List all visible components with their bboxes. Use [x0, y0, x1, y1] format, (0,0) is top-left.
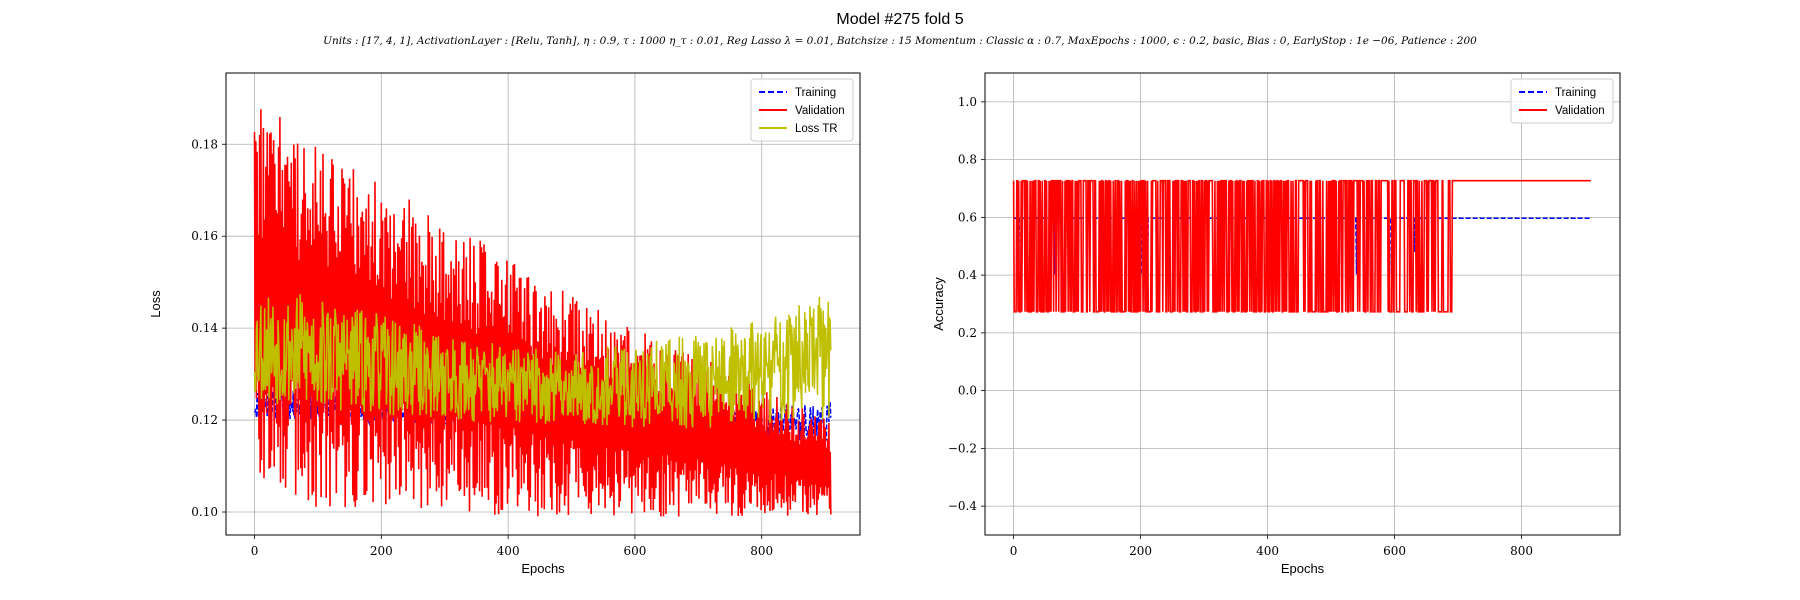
- x-tick-label: 600: [623, 544, 646, 558]
- plot-frame: [984, 72, 1621, 536]
- x-tick-label: 400: [497, 544, 520, 558]
- accuracy-chart: 0 200 400 600 800 −0.4 −0.2 0.0 0.2 0.4 0.6 0.8 1.0 E…: [931, 72, 1621, 576]
- x-tick-label: 200: [1129, 544, 1152, 558]
- x-tick-label: 200: [370, 544, 393, 558]
- x-tick-label: 0: [251, 544, 259, 558]
- legend-label: Training: [1555, 87, 1596, 99]
- figure-subtitle: Units : [17, 4, 1], ActivationLayer : [R…: [323, 35, 1477, 47]
- series-line-validation: [253, 109, 832, 517]
- series-line-validation: [1012, 179, 1591, 313]
- series-line-loss-tr: [253, 294, 832, 429]
- x-tick-label: 800: [1510, 544, 1533, 558]
- legend-label: Loss TR: [795, 123, 838, 135]
- legend: Training Validation: [1510, 78, 1614, 124]
- y-tick-label: 0.12: [191, 413, 218, 427]
- y-tick-label: −0.4: [948, 499, 978, 513]
- series-lines: [253, 109, 832, 517]
- series-lines: [1012, 179, 1591, 313]
- y-tick-label: 0.10: [191, 505, 218, 519]
- y-tick-label: 0.16: [191, 229, 218, 243]
- y-tick-label: 1.0: [958, 95, 977, 109]
- x-axis-label: Epochs: [521, 561, 565, 576]
- legend-label: Validation: [795, 105, 845, 117]
- plot-frame: [225, 72, 861, 536]
- y-axis-label: Accuracy: [931, 277, 946, 331]
- legend-label: Validation: [1555, 105, 1605, 117]
- y-tick-label: 0.18: [191, 137, 218, 151]
- legend-box: [750, 78, 854, 142]
- y-tick-label: 0.4: [958, 268, 977, 282]
- legend-box: [1510, 78, 1614, 124]
- y-tick-label: −0.2: [948, 441, 977, 455]
- figure-title: Model #275 fold 5: [836, 11, 963, 28]
- y-tick-label: 0.0: [958, 384, 977, 398]
- x-tick-label: 800: [750, 544, 773, 558]
- x-tick-label: 600: [1383, 544, 1406, 558]
- x-tick-label: 0: [1010, 544, 1018, 558]
- y-tick-label: 0.6: [958, 210, 977, 224]
- legend: Training Validation Loss TR: [750, 78, 854, 142]
- x-axis-label: Epochs: [1281, 561, 1325, 576]
- y-tick-label: 0.14: [191, 321, 218, 335]
- y-tick-label: 0.8: [958, 153, 977, 167]
- grid: [985, 73, 1620, 535]
- loss-chart: 0 200 400 600 800 0.10 0.12 0.14 0.16 0.18 Epochs L…: [148, 72, 861, 576]
- y-axis-label: Loss: [148, 290, 163, 318]
- y-tick-label: 0.2: [958, 326, 977, 340]
- x-tick-label: 400: [1256, 544, 1279, 558]
- legend-label: Training: [795, 87, 836, 99]
